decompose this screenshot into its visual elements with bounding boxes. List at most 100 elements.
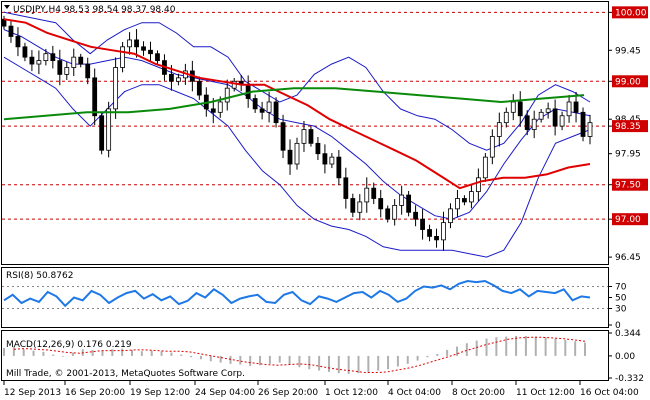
time-tick-label: 26 Sep 20:00: [258, 388, 318, 398]
candle-body: [280, 122, 286, 151]
main-chart-title: USDJPY,H4 98.53 98.54 98.37 98.40: [13, 5, 176, 15]
candle-body: [469, 191, 474, 203]
candle-body: [252, 98, 258, 110]
candle-body: [329, 156, 335, 165]
time-tick-label: 1 Oct 12:00: [325, 388, 378, 398]
candle-body: [573, 101, 579, 113]
copyright-text: Mill Trade, © 2001-2013, MetaQuotes Soft…: [6, 369, 245, 379]
candle-body: [155, 53, 160, 62]
price-tag: [612, 120, 648, 133]
rsi-tick-label: 70: [615, 283, 627, 293]
candle-body: [308, 129, 314, 144]
candle-body: [141, 46, 146, 51]
price-label: 97.95: [615, 150, 641, 160]
candle-body: [120, 46, 125, 68]
price-tag: [612, 6, 648, 19]
candle-body: [462, 198, 467, 203]
macd-tick-label: 0.00: [615, 352, 635, 362]
candle-body: [176, 77, 181, 82]
candle-body: [29, 56, 35, 65]
candle-body: [22, 46, 28, 58]
bollinger-line: [3, 29, 591, 220]
candle-body: [315, 142, 321, 155]
candle-body: [399, 194, 405, 206]
candle-body: [71, 56, 77, 68]
candle-body: [148, 49, 153, 55]
time-tick-label: 19 Sep 12:00: [130, 388, 190, 398]
candle-body: [196, 80, 202, 96]
candlestick-series: [1, 15, 593, 251]
candle-body: [364, 187, 370, 203]
candle-body: [301, 129, 307, 144]
candle-body: [231, 80, 237, 89]
price-label: 97.50: [615, 181, 641, 191]
ma-slow-line: [3, 87, 585, 121]
candle-body: [8, 25, 14, 37]
candle-body: [322, 153, 328, 165]
candle-body: [350, 198, 356, 213]
candle-body: [496, 122, 502, 137]
candle-body: [127, 39, 132, 48]
price-label: 96.45: [615, 253, 641, 263]
candle-body: [420, 218, 425, 230]
time-tick-label: 8 Oct 20:00: [452, 388, 505, 398]
macd-indicator: 0.344 0.00 -0.332: [3, 329, 644, 384]
candle-body: [552, 108, 558, 127]
candle-body: [503, 111, 509, 124]
price-label: 98.35: [615, 122, 641, 132]
macd-tick-label: -0.332: [615, 374, 644, 384]
candle-body: [287, 149, 293, 165]
candle-body: [580, 111, 586, 137]
candle-body: [545, 108, 551, 113]
candle-body: [559, 115, 565, 127]
candle-body: [343, 177, 349, 199]
candle-body: [434, 236, 439, 241]
candle-body: [406, 194, 412, 213]
time-tick-label: 16 Oct 04:00: [580, 388, 639, 398]
candle-body: [64, 67, 70, 75]
time-tick-label: 12 Sep 2013: [4, 388, 61, 398]
candle-body: [524, 115, 530, 130]
candle-body: [587, 122, 593, 137]
price-label: 99.45: [615, 46, 641, 56]
time-tick-label: 4 Oct 04:00: [388, 388, 441, 398]
price-label: 97.00: [615, 215, 641, 225]
candle-body: [455, 198, 460, 210]
candle-body: [510, 101, 516, 113]
rsi-line: [3, 279, 591, 308]
chart-menu-icon[interactable]: [4, 5, 10, 9]
rsi-tick-label: 50: [615, 294, 627, 304]
price-axis: 100.0099.4599.0098.4598.3597.9597.5097.0…: [608, 6, 648, 263]
rsi-title: RSI(8) 50.8762: [6, 271, 73, 281]
candle-body: [475, 177, 481, 193]
candle-body: [259, 108, 265, 113]
candle-body: [357, 201, 363, 213]
candle-body: [538, 111, 544, 120]
candle-body: [99, 115, 105, 151]
candle-body: [413, 211, 418, 220]
candle-body: [15, 36, 21, 48]
candle-body: [273, 101, 279, 124]
macd-title: MACD(12,26,9) 0.176 0.219: [6, 340, 132, 350]
price-label: 99.00: [615, 77, 641, 87]
candle-body: [57, 60, 63, 75]
candle-body: [266, 101, 272, 113]
price-level-lines: [2, 11, 608, 220]
candle-body: [566, 101, 572, 117]
rsi-plot-frame: [1, 267, 609, 328]
rsi-tick-label: 30: [615, 305, 627, 315]
candle-body: [43, 53, 49, 62]
moving-averages: [3, 18, 591, 190]
candle-body: [50, 53, 56, 62]
candle-body: [92, 77, 98, 117]
candle-body: [378, 198, 384, 210]
candle-body: [517, 101, 523, 117]
macd-tick-label: 0.344: [615, 329, 641, 339]
candle-body: [169, 73, 174, 82]
price-label: 100.00: [615, 8, 647, 18]
candle-body: [78, 56, 84, 65]
candle-body: [85, 63, 91, 79]
